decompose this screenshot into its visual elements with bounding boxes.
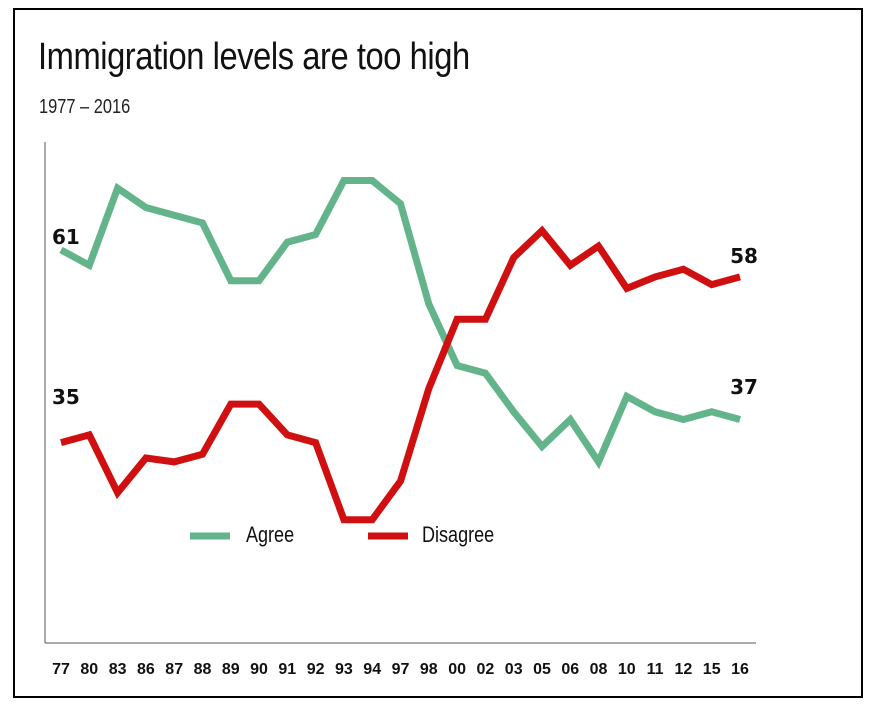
x-tick-label: 98 <box>420 661 438 678</box>
x-tick-label: 05 <box>533 661 551 678</box>
series-line-agree <box>59 177 741 470</box>
x-tick-label: 02 <box>477 661 495 678</box>
end-label-agree: 37 <box>730 375 758 399</box>
legend-label-disagree: Disagree <box>422 523 494 547</box>
chart-frame <box>13 8 863 698</box>
x-tick-labels: 77 80 83 86 87 88 89 90 91 92 93 94 97 98 00 02 03 05 06 08… <box>52 661 749 678</box>
x-tick-label: 83 <box>109 661 127 678</box>
data-labels: 61 35 37 58 <box>52 225 758 409</box>
x-tick-label: 08 <box>590 661 608 678</box>
series-layer <box>59 177 741 524</box>
x-tick-label: 12 <box>675 661 693 678</box>
x-tick-label: 06 <box>561 661 579 678</box>
legend-label-agree: Agree <box>246 523 294 547</box>
x-tick-label: 10 <box>618 661 636 678</box>
x-tick-label: 89 <box>222 661 240 678</box>
x-tick-label: 00 <box>448 661 466 678</box>
chart-subtitle: 1977 – 2016 <box>39 96 131 118</box>
x-tick-label: 90 <box>250 661 268 678</box>
x-tick-label: 88 <box>194 661 212 678</box>
x-tick-label: 94 <box>363 661 381 678</box>
x-tick-label: 91 <box>278 661 296 678</box>
legend: Agree Disagree <box>190 523 494 547</box>
x-tick-label: 03 <box>505 661 523 678</box>
x-tick-label: 16 <box>731 661 749 678</box>
chart-title: Immigration levels are too high <box>38 36 470 78</box>
end-label-disagree: 58 <box>730 244 758 268</box>
x-tick-label: 15 <box>703 661 721 678</box>
x-tick-label: 87 <box>165 661 183 678</box>
x-tick-label: 93 <box>335 661 353 678</box>
series-line-disagree <box>60 225 741 524</box>
x-tick-label: 97 <box>392 661 410 678</box>
start-label-disagree: 35 <box>52 385 80 409</box>
x-tick-label: 77 <box>52 661 70 678</box>
x-tick-label: 86 <box>137 661 155 678</box>
x-tick-label: 11 <box>647 661 664 678</box>
x-tick-label: 80 <box>80 661 98 678</box>
start-label-agree: 61 <box>52 225 80 249</box>
x-tick-label: 92 <box>307 661 325 678</box>
